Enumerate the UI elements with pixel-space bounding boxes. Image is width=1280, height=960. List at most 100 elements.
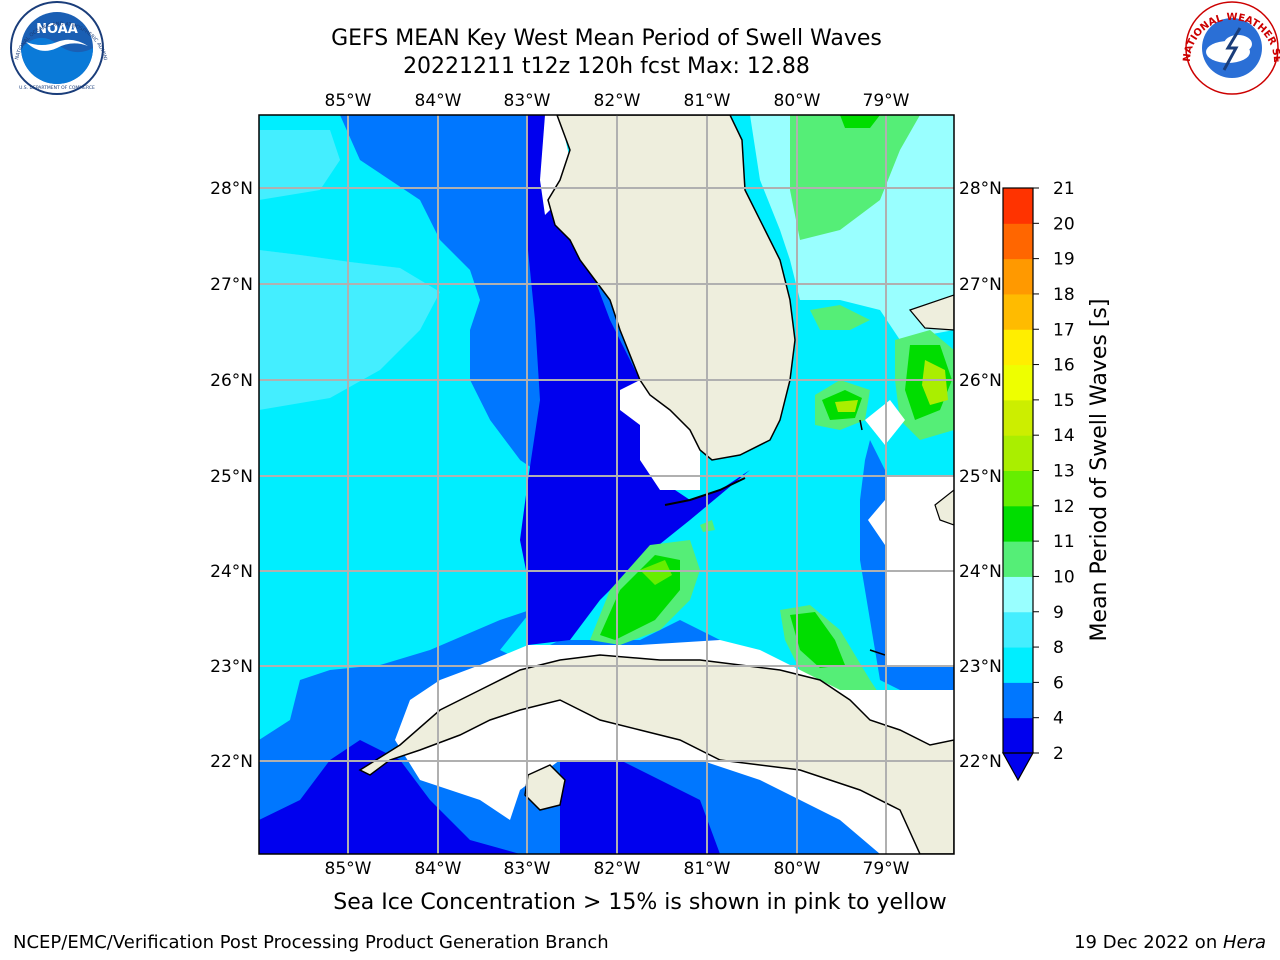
contour-6-8-gulf: [259, 250, 440, 410]
colorbar-swatch: [1003, 223, 1033, 260]
colorbar-swatch: [1003, 435, 1033, 471]
colorbar-swatch: [1003, 611, 1033, 648]
lat-label: 26°N: [959, 371, 1002, 391]
florida-keys: [664, 477, 746, 506]
lat-label: 24°N: [959, 562, 1002, 582]
lat-label: 25°N: [959, 467, 1002, 487]
lat-label: 28°N: [210, 179, 253, 199]
lat-label: 28°N: [959, 179, 1002, 199]
colorbar-tick-label: 10: [1053, 567, 1075, 587]
colorbar-tick-label: 8: [1053, 638, 1064, 658]
nws-logo: NATIONAL WEATHER SERVICE: [0, 0, 1280, 95]
colorbar-swatch: [1003, 188, 1033, 224]
lon-label: 81°W: [684, 91, 731, 111]
lon-label: 81°W: [684, 859, 731, 879]
colorbar-swatches: [1003, 188, 1033, 754]
colorbar-swatch: [1003, 258, 1033, 295]
contour-9-10-atlantic: [790, 115, 920, 240]
colorbar-tick-label: 15: [1053, 391, 1075, 411]
colorbar-swatch: [1003, 541, 1033, 577]
colorbar-tick-label: 2: [1053, 744, 1064, 764]
lon-label: 79°W: [863, 859, 910, 879]
colorbar-tick-label: 20: [1053, 214, 1075, 234]
contour-12-13-bimini: [835, 400, 858, 412]
contour-below-2-cuba-south: [560, 760, 720, 854]
colorbar-swatch: [1003, 576, 1033, 613]
colorbar-swatch: [1003, 293, 1033, 330]
lon-label: 82°W: [594, 859, 641, 879]
lat-label: 24°N: [210, 562, 253, 582]
colorbar-tick-label: 12: [1053, 497, 1075, 517]
colorbar-tick-label: 11: [1053, 532, 1075, 552]
contour-10-11-north: [840, 115, 880, 128]
isla-de-la-juventud: [524, 764, 566, 811]
footer-credit: NCEP/EMC/Verification Post Processing Pr…: [13, 932, 609, 953]
colorbar-tick-label: 17: [1053, 320, 1075, 340]
contour-6-8-northwest: [259, 130, 340, 200]
colorbar-swatch: [1003, 717, 1033, 754]
colorbar-tick-label: 13: [1053, 462, 1075, 482]
colorbar-swatch: [1003, 682, 1033, 719]
colorbar-swatch: [1003, 364, 1033, 401]
lon-label: 83°W: [504, 91, 551, 111]
map-frame: [258, 114, 955, 855]
map-plot-area: [259, 115, 954, 854]
contour-11-12-straits: [640, 560, 672, 585]
nws-ring-text: NATIONAL WEATHER SERVICE: [0, 0, 1280, 63]
colorbar: 2 4 6 8 9 10 11 12 13 14 15 16 17 18 19 20 21 Mean Perio…: [1001, 179, 1112, 782]
andros-island: [934, 489, 954, 526]
colorbar-tick-label: 9: [1053, 603, 1064, 623]
lat-label: 22°N: [210, 752, 253, 772]
noaa-logo: NOAA NATIONAL OCEANIC AND ATMOSPHERIC AD…: [0, 0, 108, 95]
map-title: GEFS MEAN Key West Mean Period of Swell …: [331, 26, 882, 51]
small-islands: [859, 419, 886, 656]
lon-label: 83°W: [504, 859, 551, 879]
noaa-logo-text: NOAA: [36, 22, 78, 37]
lat-label: 27°N: [210, 275, 253, 295]
lon-label: 80°W: [774, 91, 821, 111]
footer-host: Hera: [1222, 932, 1266, 953]
colorbar-swatch: [1003, 647, 1033, 683]
lon-labels-bottom: 85°W 84°W 83°W 82°W 81°W 80°W 79°W: [325, 859, 910, 879]
colorbar-swatch: [1003, 329, 1033, 366]
colorbar-tick-label: 21: [1053, 179, 1075, 199]
lat-label: 22°N: [959, 752, 1002, 772]
colorbar-tick-label: 16: [1053, 356, 1075, 376]
lat-label: 27°N: [959, 275, 1002, 295]
colorbar-tick-label: 4: [1053, 709, 1064, 729]
grand-bahama: [908, 294, 954, 331]
contour-12-13-bahamas: [922, 360, 948, 405]
noaa-bottom-text: U.S. DEPARTMENT OF COMMERCE: [19, 85, 95, 91]
lon-label: 85°W: [325, 859, 372, 879]
lon-label: 82°W: [594, 91, 641, 111]
contour-below-2-south: [259, 740, 520, 854]
lon-label: 84°W: [415, 91, 462, 111]
colorbar-swatch: [1003, 399, 1033, 436]
svg-text:NATIONAL WEATHER SERVICE: NATIONAL WEATHER SERVICE: [0, 0, 1280, 63]
lat-label: 23°N: [959, 657, 1002, 677]
footer-date: 19 Dec 2022 on Hera: [1074, 932, 1266, 953]
lat-label: 25°N: [210, 467, 253, 487]
lat-labels-left: 28°N 27°N 26°N 25°N 24°N 23°N 22°N: [210, 179, 253, 772]
colorbar-tick-label: 6: [1053, 673, 1064, 693]
florida-peninsula: [547, 115, 796, 461]
lat-label: 26°N: [210, 371, 253, 391]
map-subtitle: 20221211 t12z 120h fcst Max: 12.88: [403, 54, 810, 79]
colorbar-tick-label: 14: [1053, 426, 1075, 446]
lat-labels-right: 28°N 27°N 26°N 25°N 24°N 23°N 22°N: [959, 179, 1002, 772]
graticule: [259, 115, 954, 854]
contour-10-11-cay-sal: [790, 612, 845, 668]
cuba: [358, 654, 954, 854]
colorbar-tick-label: 19: [1053, 250, 1075, 270]
sea-ice-caption: Sea Ice Concentration > 15% is shown in …: [333, 890, 947, 915]
lon-label: 79°W: [863, 91, 910, 111]
colorbar-tick-labels: 2 4 6 8 9 10 11 12 13 14 15 16 17 18 19 20 21: [1033, 179, 1075, 764]
colorbar-swatch: [1003, 470, 1033, 507]
colorbar-label: Mean Period of Swell Waves [s]: [1087, 299, 1112, 642]
lon-label: 85°W: [325, 91, 372, 111]
colorbar-tick-label: 18: [1053, 285, 1075, 305]
footer-date-text: 19 Dec 2022 on: [1074, 932, 1223, 953]
colorbar-under-arrow: [1001, 752, 1035, 782]
contour-9-10-grand-bahama: [810, 305, 870, 330]
